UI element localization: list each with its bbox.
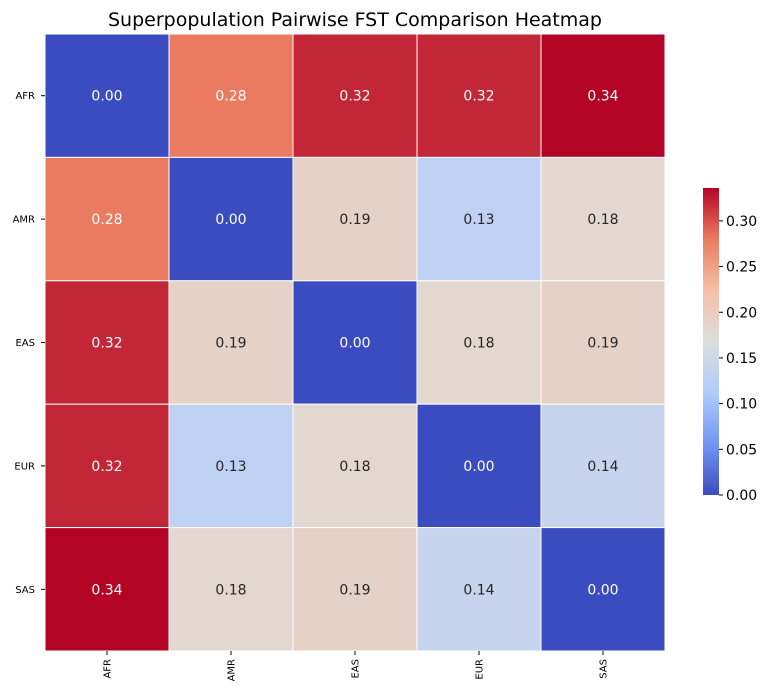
cell-value-label: 0.14 <box>587 459 618 475</box>
cell-value-label: 0.00 <box>215 212 246 228</box>
x-axis: AFR AMR EAS EUR SAS <box>103 651 610 681</box>
colorbar-tick-label: 0.00 <box>726 488 757 504</box>
cell-value-label: 0.18 <box>339 459 370 475</box>
cell-value-label: 0.13 <box>215 459 246 475</box>
cell-value-label: 0.18 <box>215 582 246 598</box>
heatmap-cell <box>168 280 294 405</box>
heatmap-cell <box>44 33 170 158</box>
cell-value-label: 0.32 <box>91 336 122 352</box>
heatmap-cell <box>44 527 170 652</box>
colorbar-tick-label: 0.30 <box>726 214 757 230</box>
colorbar-tick-label: 0.15 <box>726 351 757 367</box>
cell-value-label: 0.18 <box>587 212 618 228</box>
heatmap-cell <box>540 156 666 282</box>
cell-value-label: 0.28 <box>91 212 122 228</box>
heatmap-cell <box>292 280 418 405</box>
colorbar-gradient <box>703 188 719 495</box>
cell-value-label: 0.32 <box>463 89 494 105</box>
cell-value-label: 0.00 <box>91 89 122 105</box>
heatmap-cell <box>168 403 294 529</box>
x-tick-label: AFR <box>103 659 114 679</box>
heatmap-cell <box>416 403 542 529</box>
cell-value-label: 0.32 <box>339 89 370 105</box>
heatmap-cell <box>292 527 418 652</box>
x-tick-label: EAS <box>351 659 362 679</box>
y-tick-label: SAS <box>15 585 35 596</box>
heatmap-cell <box>44 156 170 282</box>
y-axis: AFR AMR EAS EUR SAS <box>13 91 45 596</box>
heatmap-cell <box>292 156 418 282</box>
colorbar-tick-label: 0.05 <box>726 442 757 458</box>
cell-value-label: 0.14 <box>463 582 494 598</box>
heatmap-cell <box>168 33 294 158</box>
cell-value-label: 0.18 <box>463 336 494 352</box>
heatmap-cell <box>168 527 294 652</box>
x-tick-label: SAS <box>599 659 610 679</box>
y-tick-label: AFR <box>15 91 35 102</box>
x-tick-label: AMR <box>227 659 238 681</box>
colorbar: 0.00 0.05 0.10 0.15 0.20 0.25 0.30 <box>703 188 757 504</box>
heatmap-cell <box>292 33 418 158</box>
heatmap-cell <box>540 280 666 405</box>
cell-value-label: 0.19 <box>215 336 246 352</box>
heatmap-cells: 0.00 0.28 0.32 0.32 0.34 0.28 0.00 0.19 0.13 0.18… <box>44 33 666 652</box>
cell-value-label: 0.00 <box>587 582 618 598</box>
cell-value-label: 0.00 <box>339 336 370 352</box>
x-tick-label: EUR <box>475 659 486 680</box>
y-tick-label: AMR <box>13 215 35 226</box>
heatmap-cell <box>292 403 418 529</box>
cell-value-label: 0.19 <box>339 582 370 598</box>
heatmap-cell <box>416 33 542 158</box>
colorbar-tick-label: 0.20 <box>726 305 757 321</box>
heatmap-cell <box>540 403 666 529</box>
heatmap-cell <box>540 527 666 652</box>
heatmap-cell <box>540 33 666 158</box>
heatmap-cell <box>416 280 542 405</box>
cell-value-label: 0.19 <box>339 212 370 228</box>
colorbar-tick-label: 0.25 <box>726 260 757 276</box>
cell-value-label: 0.34 <box>587 89 618 105</box>
cell-value-label: 0.19 <box>587 336 618 352</box>
cell-value-label: 0.34 <box>91 582 122 598</box>
cell-value-label: 0.00 <box>463 459 494 475</box>
chart-title: Superpopulation Pairwise FST Comparison … <box>108 9 602 31</box>
colorbar-tick-label: 0.10 <box>726 397 757 413</box>
cell-value-label: 0.32 <box>91 459 122 475</box>
cell-value-label: 0.13 <box>463 212 494 228</box>
y-tick-label: EAS <box>15 338 35 349</box>
cell-value-label: 0.28 <box>215 89 246 105</box>
y-tick-label: EUR <box>14 461 35 472</box>
